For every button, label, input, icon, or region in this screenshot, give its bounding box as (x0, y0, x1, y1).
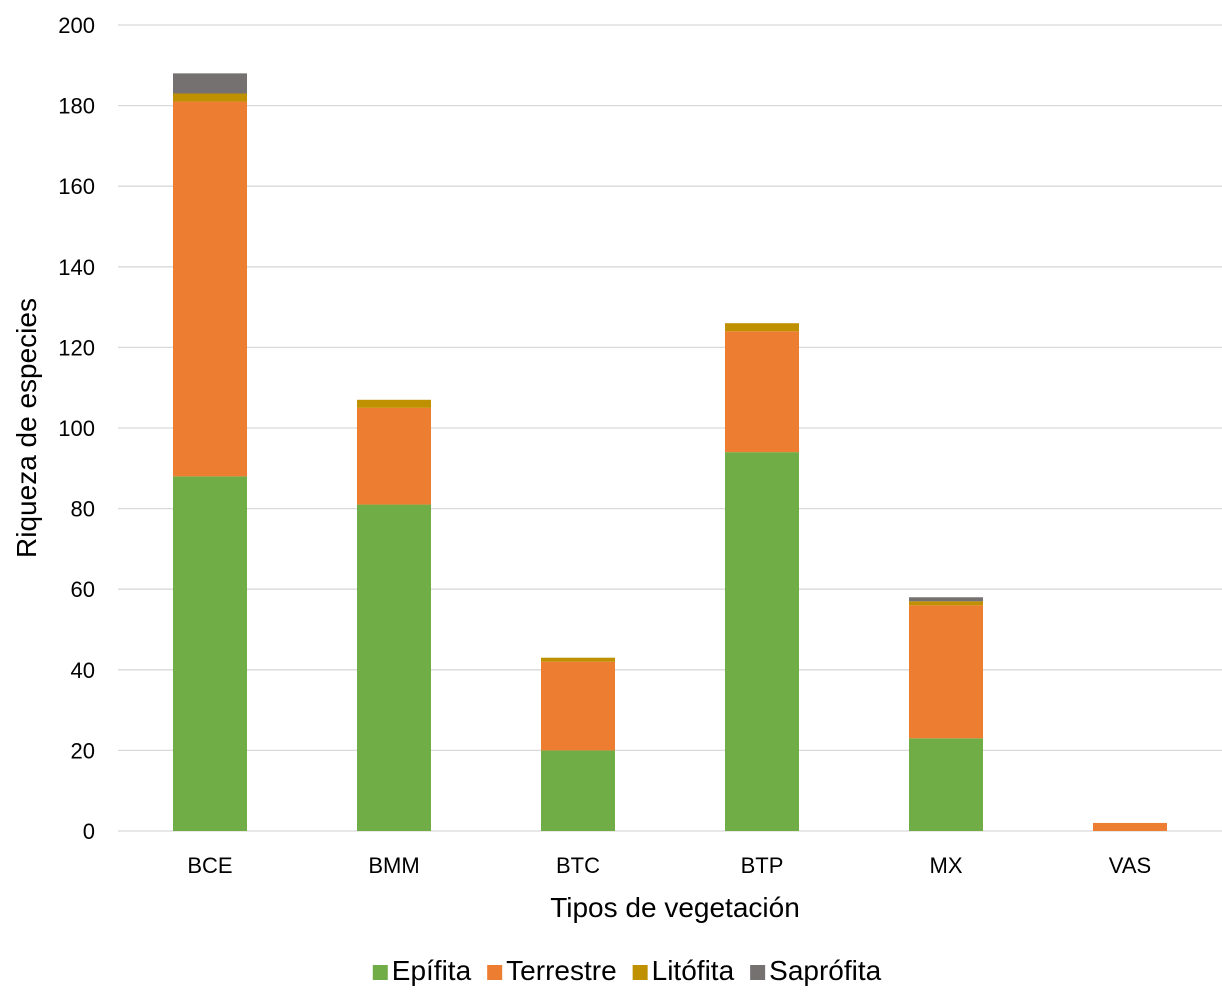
y-axis-title: Riqueza de especies (11, 298, 42, 558)
bar-btc-litófita (541, 657, 615, 662)
bar-bce-litófita (173, 93, 247, 102)
legend-label: Epífita (392, 955, 472, 986)
x-axis-ticks: BCE BMM BTC BTP MX VAS (187, 853, 1151, 878)
legend-item-saprófita: Saprófita (750, 955, 882, 986)
y-tick-label: 200 (58, 13, 95, 38)
legend-item-litófita: Litófita (632, 955, 735, 986)
bar-bmm-terrestre (357, 407, 431, 505)
x-tick-label: MX (930, 853, 963, 878)
y-tick-label: 60 (71, 577, 95, 602)
y-tick-label: 180 (58, 94, 95, 119)
bar-bce-saprófita (173, 73, 247, 94)
y-tick-label: 160 (58, 174, 95, 199)
gridlines (118, 24, 1222, 832)
bar-mx-saprófita (909, 597, 983, 602)
bar-btp-terrestre (725, 331, 799, 453)
legend-label: Saprófita (769, 955, 881, 986)
y-tick-label: 40 (71, 658, 95, 683)
bar-bce-epífita (173, 476, 247, 831)
bar-vas-terrestre (1093, 822, 1167, 831)
bar-bmm-epífita (357, 504, 431, 831)
legend-item-epífita: Epífita (372, 955, 472, 986)
x-tick-label: VAS (1109, 853, 1151, 878)
bar-mx-terrestre (909, 605, 983, 739)
y-axis-ticks: 0 20 40 60 80 100 120 140 160 180 200 (58, 13, 95, 844)
bar-btp-litófita (725, 323, 799, 332)
bar-bmm-litófita (357, 399, 431, 408)
bar-btp-epífita (725, 452, 799, 831)
x-tick-label: BTP (741, 853, 784, 878)
y-tick-label: 120 (58, 335, 95, 360)
legend-label: Litófita (652, 955, 735, 986)
bar-mx-epífita (909, 738, 983, 831)
bars (173, 73, 1167, 831)
bar-mx-litófita (909, 601, 983, 606)
x-tick-label: BTC (556, 853, 600, 878)
legend-swatch (750, 965, 766, 980)
x-tick-label: BCE (187, 853, 232, 878)
y-tick-label: 80 (71, 497, 95, 522)
bar-btc-epífita (541, 750, 615, 831)
bar-btc-terrestre (541, 661, 615, 751)
y-tick-label: 100 (58, 416, 95, 441)
y-tick-label: 140 (58, 255, 95, 280)
x-tick-label: BMM (368, 853, 419, 878)
legend-swatch (487, 965, 503, 980)
y-tick-label: 20 (71, 738, 95, 763)
legend-swatch (372, 965, 388, 980)
y-tick-label: 0 (83, 819, 95, 844)
legend: Epífita Terrestre Litófita Saprófita (372, 955, 882, 986)
legend-item-terrestre: Terrestre (487, 955, 617, 986)
legend-swatch (632, 965, 648, 980)
bar-bce-terrestre (173, 101, 247, 477)
x-axis-title: Tipos de vegetación (550, 892, 800, 923)
legend-label: Terrestre (506, 955, 616, 986)
